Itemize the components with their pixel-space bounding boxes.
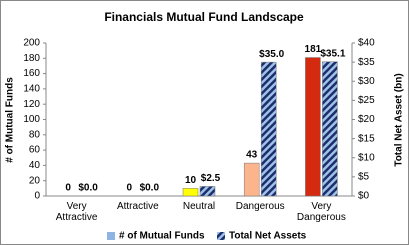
y-tick-label: 120 bbox=[23, 99, 40, 110]
y-tick-label: 20 bbox=[29, 175, 41, 186]
bar bbox=[182, 188, 199, 197]
y2-tick-label: $30 bbox=[358, 76, 375, 87]
y-tick-label: 200 bbox=[23, 38, 40, 49]
data-label: $0.0 bbox=[78, 183, 98, 194]
y2-tick-label: $40 bbox=[358, 38, 375, 49]
y-tick-label: 0 bbox=[34, 191, 40, 202]
y-tick-label: 60 bbox=[29, 145, 41, 156]
legend-label: Total Net Assets bbox=[229, 231, 307, 242]
bar bbox=[243, 162, 260, 197]
bar bbox=[199, 186, 216, 197]
data-label: $35.0 bbox=[259, 49, 284, 60]
bar bbox=[305, 57, 321, 197]
y2-tick-label: $0 bbox=[358, 191, 370, 202]
data-label: $35.1 bbox=[320, 48, 345, 59]
y2-tick-label: $5 bbox=[358, 172, 370, 183]
data-label: 10 bbox=[185, 175, 197, 186]
data-label: $2.5 bbox=[201, 173, 221, 184]
y2-tick-label: $15 bbox=[358, 133, 375, 144]
y-tick-label: 100 bbox=[23, 114, 40, 125]
data-label: 0 bbox=[127, 183, 133, 194]
y-tick-label: 180 bbox=[23, 53, 40, 64]
y-tick-label: 140 bbox=[23, 84, 40, 95]
y2-tick-label: $35 bbox=[358, 57, 375, 68]
x-tick-label: Very Attractive bbox=[55, 201, 98, 223]
y-tick-label: 40 bbox=[29, 160, 41, 171]
data-label: $0.0 bbox=[140, 183, 160, 194]
bar bbox=[322, 61, 338, 197]
data-label: 0 bbox=[65, 183, 71, 194]
y-tick-label: 160 bbox=[23, 68, 40, 79]
y-tick-label: 80 bbox=[29, 129, 41, 140]
legend-swatch bbox=[107, 232, 115, 240]
legend-label: # of Mutual Funds bbox=[119, 231, 205, 242]
legend-swatch bbox=[217, 232, 225, 240]
bar bbox=[260, 61, 277, 197]
chart-title: Financials Mutual Fund Landscape bbox=[104, 10, 304, 24]
data-label: 181 bbox=[305, 44, 322, 55]
x-tick-label: Dangerous bbox=[235, 201, 285, 212]
x-tick-label: Very Dangerous bbox=[296, 201, 346, 223]
y2-tick-label: $20 bbox=[358, 114, 375, 125]
y2-tick-label: $25 bbox=[358, 95, 375, 106]
data-label: 43 bbox=[246, 150, 258, 161]
x-tick-label: Neutral bbox=[182, 201, 216, 212]
y2-axis-label: Total Net Asset (bn) bbox=[394, 73, 405, 166]
x-tick-label: Attractive bbox=[116, 201, 159, 212]
y-axis-label: # of Mutual Funds bbox=[5, 77, 16, 163]
y2-tick-label: $10 bbox=[358, 152, 375, 163]
